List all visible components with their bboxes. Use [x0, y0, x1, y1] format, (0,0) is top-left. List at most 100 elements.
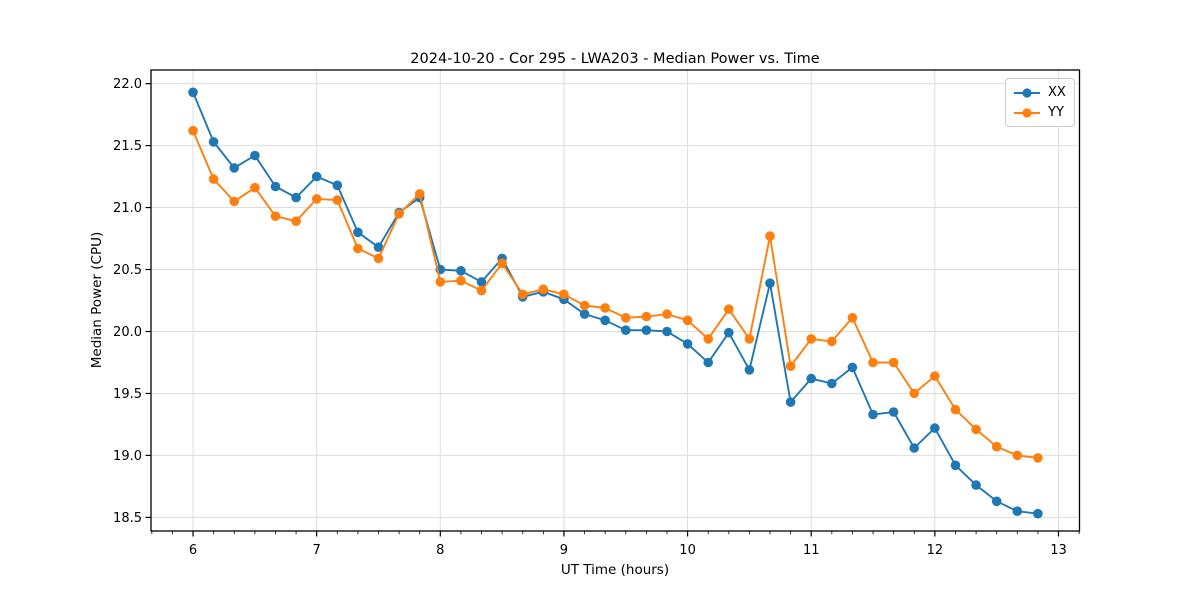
x-tick-label: 8 [436, 543, 444, 558]
x-tick-label: 12 [927, 543, 944, 558]
data-point-yy [971, 424, 981, 435]
axes-spines [150, 69, 1081, 532]
legend-label-yy: YY [1048, 105, 1064, 120]
data-point-xx [373, 242, 384, 252]
data-point-yy [765, 231, 775, 241]
data-point-yy [188, 125, 198, 136]
data-point-yy [394, 209, 404, 219]
data-point-yy [353, 243, 363, 254]
data-point-yy [600, 303, 610, 313]
data-point-yy [641, 311, 652, 322]
data-point-xx [682, 339, 693, 349]
data-point-yy [930, 371, 940, 381]
data-point-xx [353, 227, 363, 238]
data-point-xx [1012, 506, 1023, 516]
data-point-xx [270, 181, 281, 192]
data-point-xx [641, 325, 652, 336]
data-point-xx [332, 180, 343, 191]
y-tick-label: 21.0 [113, 201, 142, 216]
data-point-yy [682, 315, 693, 326]
data-point-yy [311, 194, 322, 204]
data-point-yy [579, 300, 590, 311]
data-point-yy [1012, 450, 1023, 461]
data-point-xx [847, 362, 858, 373]
data-point-yy [827, 336, 837, 347]
data-point-xx [971, 480, 981, 490]
y-tick-label: 18.5 [113, 511, 142, 526]
data-point-yy [250, 182, 260, 193]
x-tick-label: 7 [313, 543, 321, 558]
data-point-xx [600, 315, 610, 326]
data-point-yy [332, 195, 343, 205]
y-tick-label: 21.5 [113, 139, 142, 154]
data-point-yy [435, 277, 446, 287]
data-point-yy [950, 404, 961, 415]
data-point-yy [868, 357, 878, 368]
data-point-xx [229, 163, 239, 173]
data-point-yy [414, 189, 425, 199]
y-tick-label: 19.5 [113, 387, 142, 402]
legend: XX YY [1005, 78, 1075, 127]
data-point-yy [991, 441, 1002, 452]
data-point-xx [724, 327, 734, 338]
data-point-yy [621, 313, 631, 323]
data-point-xx [250, 150, 260, 161]
x-tick-label: 13 [1050, 543, 1067, 558]
y-axis-label: Median Power (CPU) [89, 231, 105, 369]
legend-entry-yy: YY [1013, 104, 1067, 121]
data-point-yy [208, 174, 219, 184]
data-point-xx [208, 137, 219, 147]
data-point-yy [538, 284, 549, 295]
y-tick-label: 20.0 [113, 325, 142, 340]
data-point-xx [806, 373, 816, 384]
y-tick-label: 22.0 [113, 77, 142, 92]
data-point-xx [621, 325, 631, 336]
data-point-xx [311, 171, 322, 182]
data-point-yy [291, 216, 301, 226]
data-point-yy [517, 289, 528, 300]
data-point-yy [909, 388, 919, 399]
data-point-xx [868, 409, 878, 420]
legend-entry-xx: XX [1013, 84, 1067, 101]
x-axis-label: UT Time (hours) [560, 562, 670, 578]
data-point-yy [662, 309, 672, 319]
data-point-yy [724, 304, 734, 315]
data-point-xx [456, 266, 466, 276]
data-point-yy [703, 334, 713, 344]
data-point-xx [888, 407, 899, 417]
x-tick-label: 10 [679, 543, 696, 558]
data-point-xx [188, 87, 198, 98]
data-point-yy [559, 289, 569, 300]
data-point-yy [888, 357, 899, 368]
data-point-yy [806, 334, 816, 344]
data-point-xx [950, 460, 961, 471]
data-point-xx [291, 192, 301, 203]
data-point-yy [373, 253, 384, 264]
data-point-xx [476, 277, 487, 287]
data-point-yy [497, 258, 507, 269]
chart-title: 2024-10-20 - Cor 295 - LWA203 - Median P… [410, 51, 820, 67]
x-tick-label: 11 [803, 543, 820, 558]
data-point-yy [847, 313, 858, 323]
data-point-xx [765, 278, 775, 289]
x-tick-label: 9 [560, 543, 568, 558]
data-point-xx [579, 309, 590, 319]
data-point-yy [785, 361, 796, 372]
data-point-xx [909, 443, 919, 453]
data-point-yy [270, 211, 281, 221]
data-point-yy [456, 275, 466, 286]
data-point-yy [229, 196, 239, 207]
data-point-xx [744, 365, 755, 375]
legend-label-xx: XX [1048, 85, 1066, 100]
data-point-xx [930, 423, 940, 433]
data-point-xx [1033, 508, 1043, 519]
data-point-yy [744, 334, 755, 344]
y-tick-label: 19.0 [113, 449, 142, 464]
data-point-xx [827, 378, 837, 389]
data-point-xx [703, 357, 713, 368]
data-point-yy [476, 285, 487, 296]
data-point-xx [662, 326, 672, 337]
data-point-xx [785, 397, 796, 407]
